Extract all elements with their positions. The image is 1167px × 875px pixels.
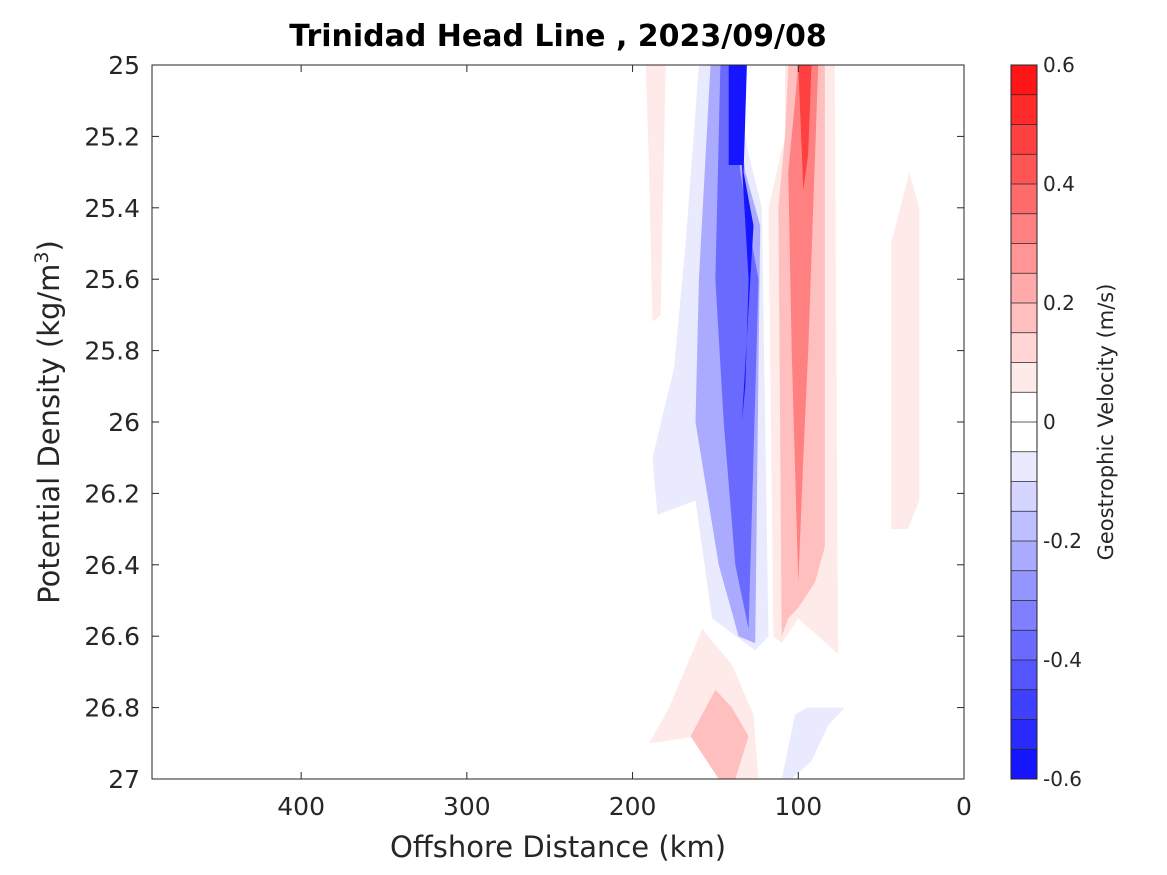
y-tick-label: 26.6 — [84, 622, 140, 651]
colorbar-segment — [1011, 600, 1037, 631]
contour-fill-layer — [645, 65, 920, 779]
colorbar-segment — [1011, 660, 1037, 691]
plot-area — [152, 65, 964, 779]
chart-title: Trinidad Head Line , 2023/09/08 — [289, 19, 826, 54]
colorbar-segment — [1011, 689, 1037, 720]
contour-region-southward-jet-strong — [715, 65, 759, 630]
contour-region-offshore-positive-band — [645, 65, 666, 322]
colorbar-segment — [1011, 303, 1037, 334]
colorbar-segment — [1011, 719, 1037, 750]
colorbar-segment — [1011, 154, 1037, 185]
colorbar-frame — [1010, 64, 1038, 780]
x-axis: 0 100 200 300 400 — [277, 65, 972, 821]
colorbar — [1010, 64, 1038, 780]
colorbar-tick-label: -0.6 — [1043, 767, 1082, 791]
colorbar-segment — [1011, 422, 1037, 453]
colorbar-tick-label: -0.4 — [1043, 648, 1082, 672]
colorbar-segment — [1011, 124, 1037, 155]
y-axis-label: Potential Density (kg/m3) — [31, 240, 66, 604]
colorbar-tick-label: 0.6 — [1043, 53, 1075, 77]
colorbar-segment — [1011, 570, 1037, 601]
y-tick-label: 25.2 — [84, 122, 140, 151]
contour-region-northward-jet-strong — [788, 65, 819, 583]
y-tick-label: 25 — [108, 51, 140, 80]
x-axis-label: Offshore Distance (km) — [390, 830, 726, 864]
colorbar-segment — [1011, 332, 1037, 363]
colorbar-tick-label: 0.4 — [1043, 172, 1075, 196]
y-tick-label: 25.4 — [84, 194, 140, 223]
y-tick-label: 26.2 — [84, 479, 140, 508]
contour-region-southward-jet-core — [728, 65, 754, 422]
colorbar-segment — [1011, 392, 1037, 423]
y-tick-label: 27 — [108, 765, 140, 794]
contour-region-deep-negative-lobe — [781, 707, 845, 779]
colorbar-segment — [1011, 749, 1037, 780]
x-tick-label: 200 — [609, 792, 657, 821]
contour-region-deep-positive-lobe-mid — [690, 689, 749, 779]
y-axis-label-superscript: 3 — [31, 251, 53, 263]
x-tick-label: 400 — [277, 792, 325, 821]
y-tick-label: 26 — [108, 408, 140, 437]
colorbar-segment — [1011, 213, 1037, 244]
y-tick-label: 26.4 — [84, 551, 140, 580]
colorbar-ticks: -0.6 -0.4 -0.2 0 0.2 0.4 0.6 — [1043, 53, 1082, 791]
contour-region-nearshore-positive-band — [891, 172, 920, 530]
colorbar-segment — [1011, 94, 1037, 125]
contour-region-northward-jet-core — [798, 65, 812, 190]
colorbar-segment — [1011, 184, 1037, 215]
x-tick-label: 300 — [443, 792, 491, 821]
y-tick-label: 25.6 — [84, 265, 140, 294]
colorbar-label: Geostrophic Velocity (m/s) — [1094, 284, 1118, 561]
colorbar-segment — [1011, 511, 1037, 542]
colorbar-segment — [1011, 362, 1037, 393]
colorbar-segment — [1011, 243, 1037, 274]
colorbar-tick-label: 0 — [1043, 410, 1056, 434]
colorbar-segment — [1011, 630, 1037, 661]
x-tick-label: 0 — [956, 792, 972, 821]
y-tick-label: 26.8 — [84, 694, 140, 723]
y-axis: 25 25.2 25.4 25.6 25.8 26 26.2 26.4 26.6 26.8 27 — [84, 51, 964, 794]
y-tick-label: 25.8 — [84, 337, 140, 366]
x-tick-label: 100 — [774, 792, 822, 821]
colorbar-segment — [1011, 273, 1037, 304]
colorbar-segment — [1011, 451, 1037, 482]
colorbar-segment — [1011, 65, 1037, 96]
colorbar-segment — [1011, 541, 1037, 572]
colorbar-segment — [1011, 481, 1037, 512]
colorbar-tick-label: -0.2 — [1043, 529, 1082, 553]
colorbar-tick-label: 0.2 — [1043, 291, 1075, 315]
